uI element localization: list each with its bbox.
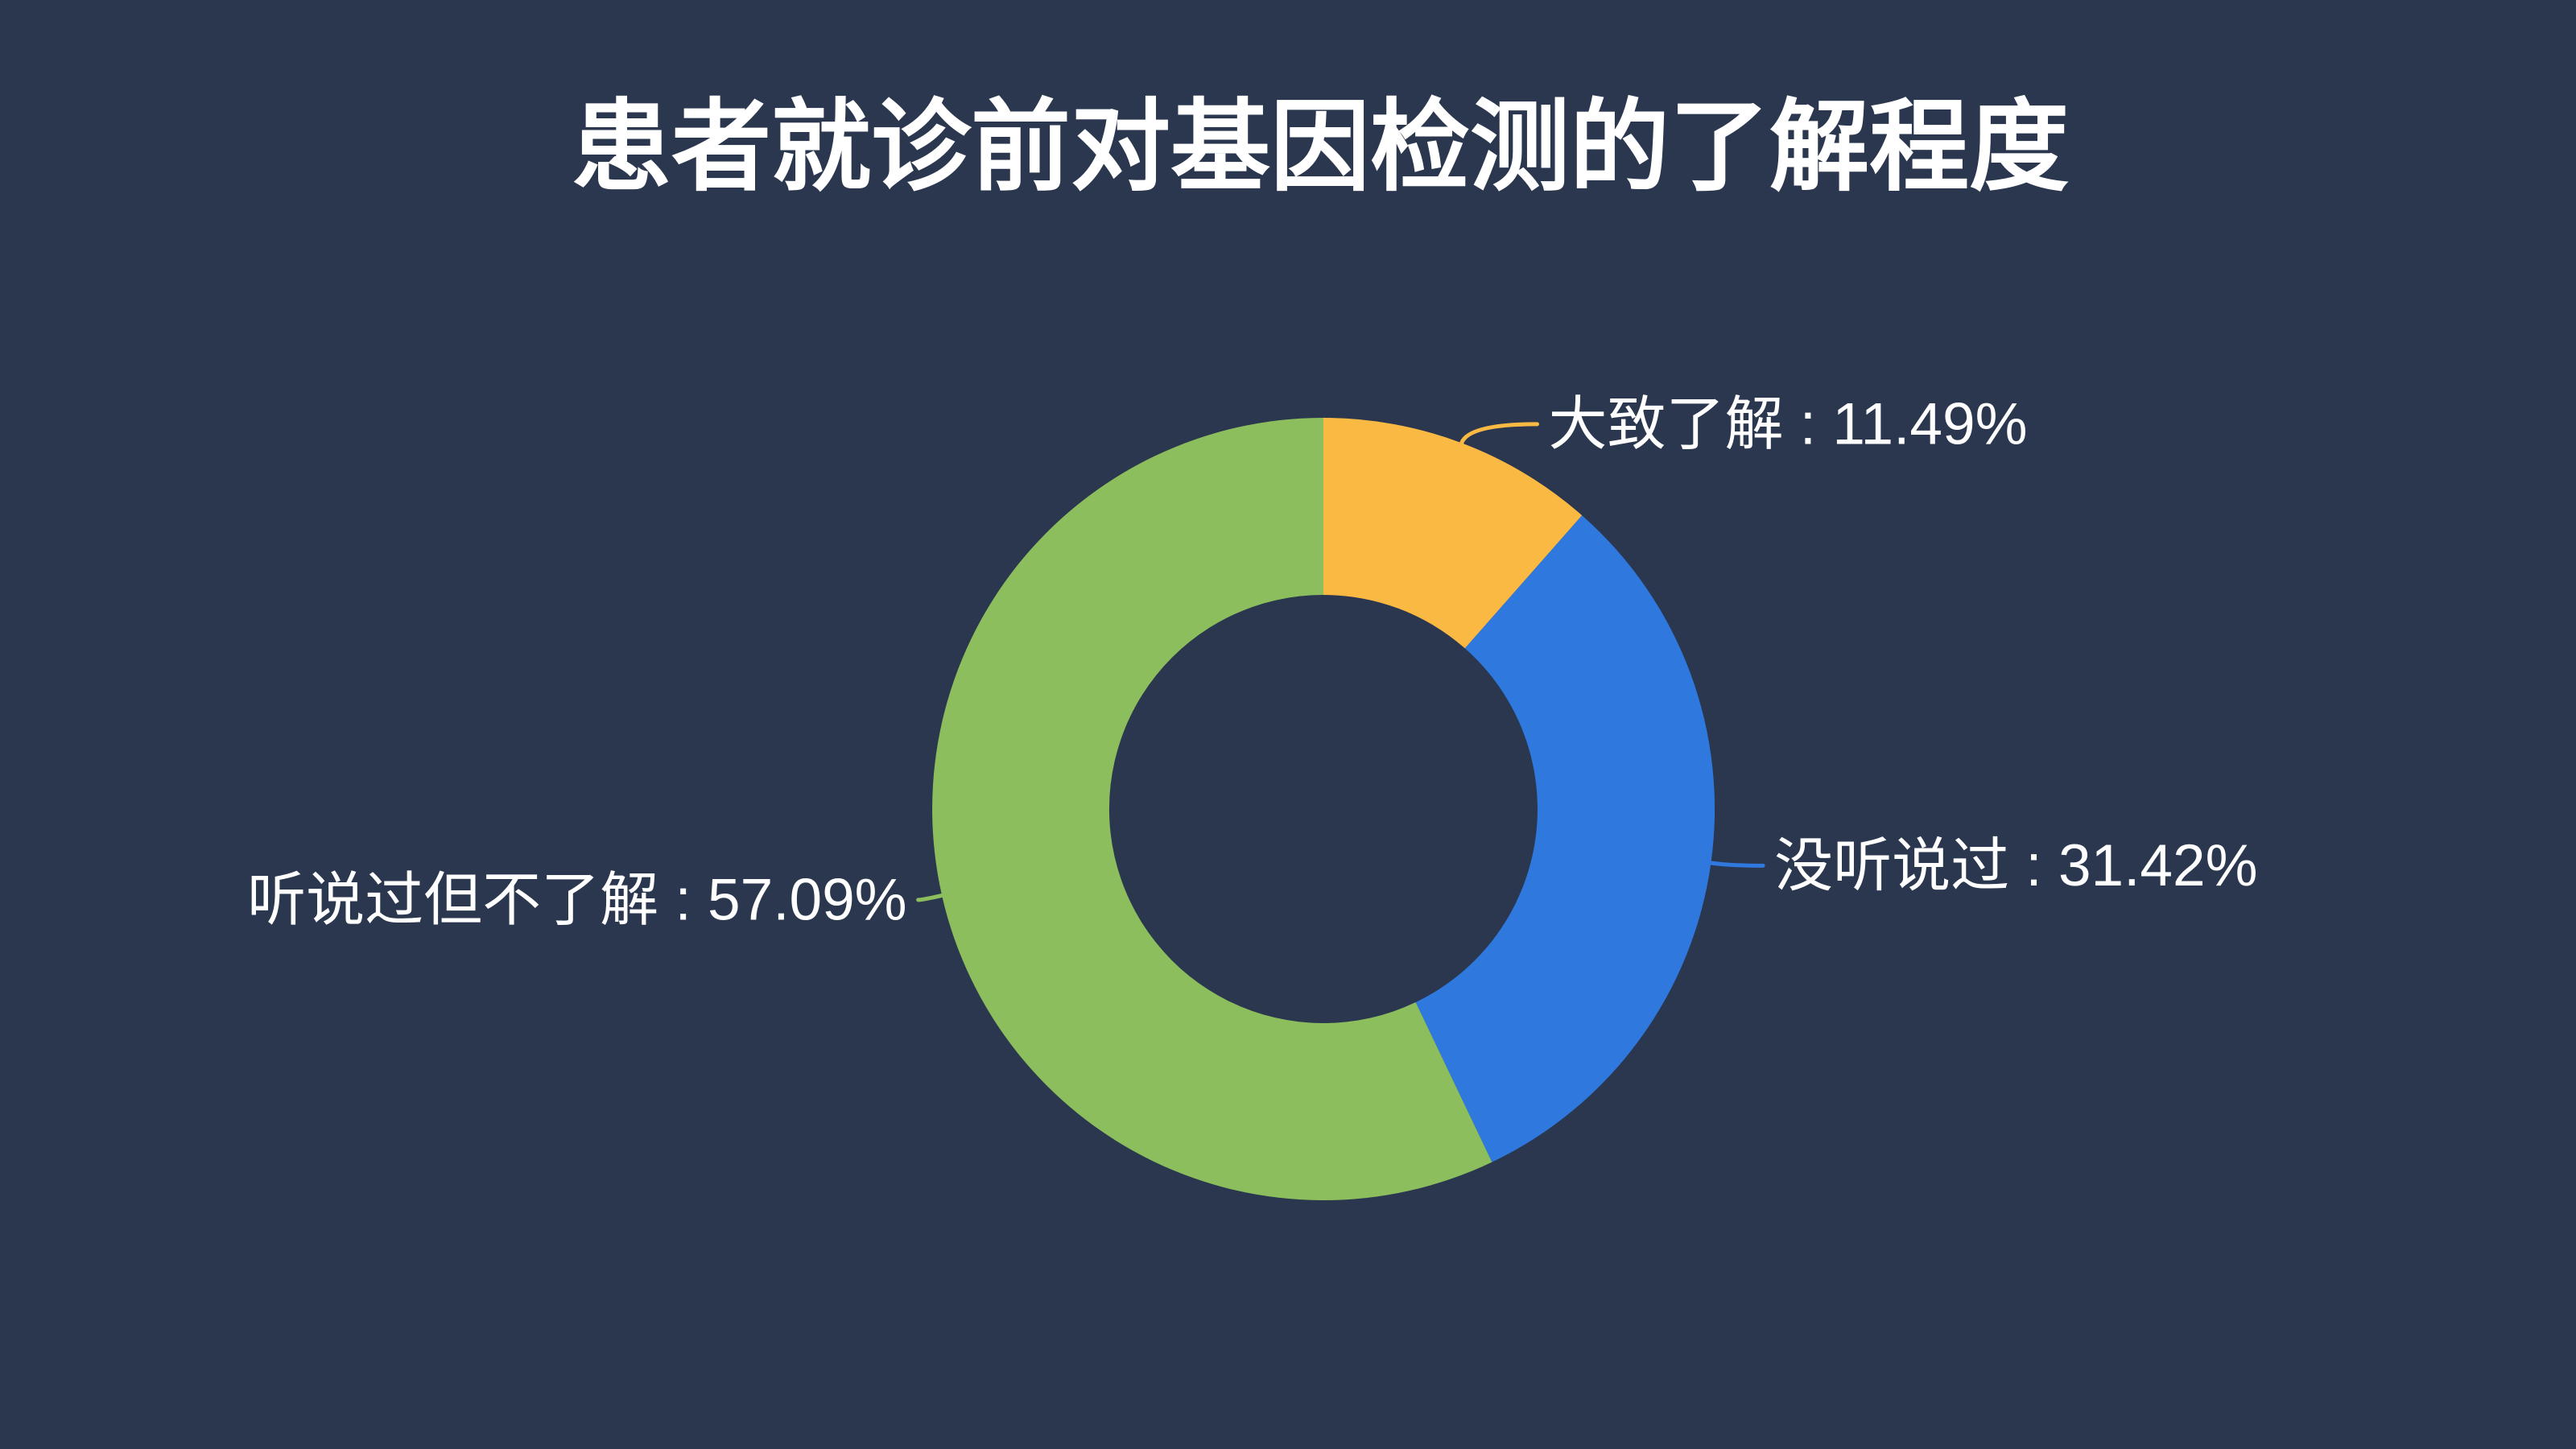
pie-slices <box>932 418 1715 1200</box>
label-line-0 <box>1459 422 1539 445</box>
pie-slice-0[interactable] <box>1323 418 1583 649</box>
slice-label-heard-but-not-understand: 听说过但不了解 : 57.09% <box>247 867 906 932</box>
slice-label-never-heard: 没听说过 : 31.42% <box>1774 833 2257 898</box>
pie-slice-2[interactable] <box>932 418 1492 1200</box>
label-line-1 <box>1708 861 1765 868</box>
label-line-2 <box>916 893 944 902</box>
chart-title: 患者就诊前对基因检测的了解程度 <box>572 92 2069 203</box>
slice-label-somewhat-understand: 大致了解 : 11.49% <box>1549 391 2028 456</box>
label-leader-lines <box>916 422 1765 902</box>
pie-slice-1[interactable] <box>1415 515 1715 1162</box>
